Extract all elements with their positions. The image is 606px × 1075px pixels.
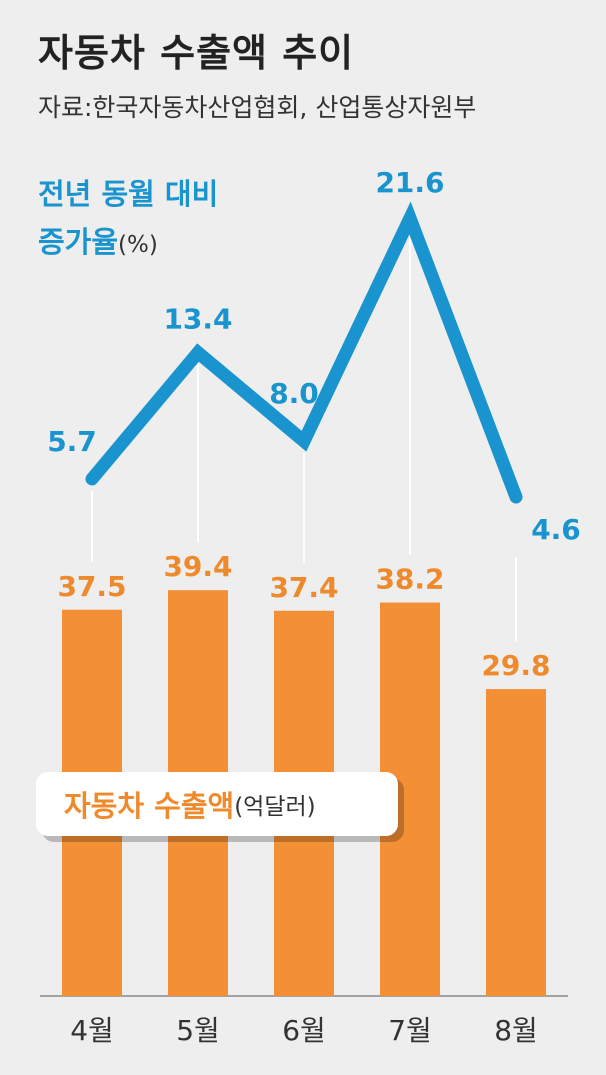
bar-series-legend: 자동차 수출액 (억달러) — [36, 772, 398, 836]
x-tick-label-4월: 4월 — [70, 1014, 114, 1047]
bar-8월 — [486, 689, 546, 996]
bar-value-label-6월: 37.4 — [269, 571, 338, 604]
bar-legend-name: 자동차 수출액 — [64, 789, 235, 823]
line-legend-line1: 전년 동월 대비 — [38, 177, 219, 211]
bar-value-label-7월: 38.2 — [375, 563, 444, 596]
x-tick-label-8월: 8월 — [494, 1014, 538, 1047]
rate-value-label-7월: 21.6 — [375, 166, 444, 199]
x-tick-label-7월: 7월 — [388, 1014, 432, 1047]
growth-rate-line — [85, 201, 523, 504]
rate-value-label-5월: 13.4 — [163, 303, 232, 336]
bar-value-label-4월: 37.5 — [57, 570, 126, 603]
chart-source: 자료:한국자동차산업협회, 산업통상자원부 — [38, 93, 477, 122]
bar-value-label-8월: 29.8 — [481, 649, 550, 682]
bar-value-label-5월: 39.4 — [163, 550, 232, 583]
line-legend-unit: (%) — [118, 232, 158, 258]
rate-value-label-6월: 8.0 — [269, 377, 319, 410]
rate-value-label-8월: 4.6 — [531, 513, 581, 546]
chart-title: 자동차 수출액 추이 — [38, 31, 355, 75]
x-tick-label-5월: 5월 — [176, 1014, 220, 1047]
line-series-legend: 전년 동월 대비 증가율(%) — [38, 170, 218, 269]
rate-value-label-4월: 5.7 — [47, 425, 97, 458]
line-legend-line2: 증가율 — [38, 225, 119, 259]
bar-legend-unit: (억달러) — [234, 794, 316, 820]
x-tick-label-6월: 6월 — [282, 1014, 326, 1047]
